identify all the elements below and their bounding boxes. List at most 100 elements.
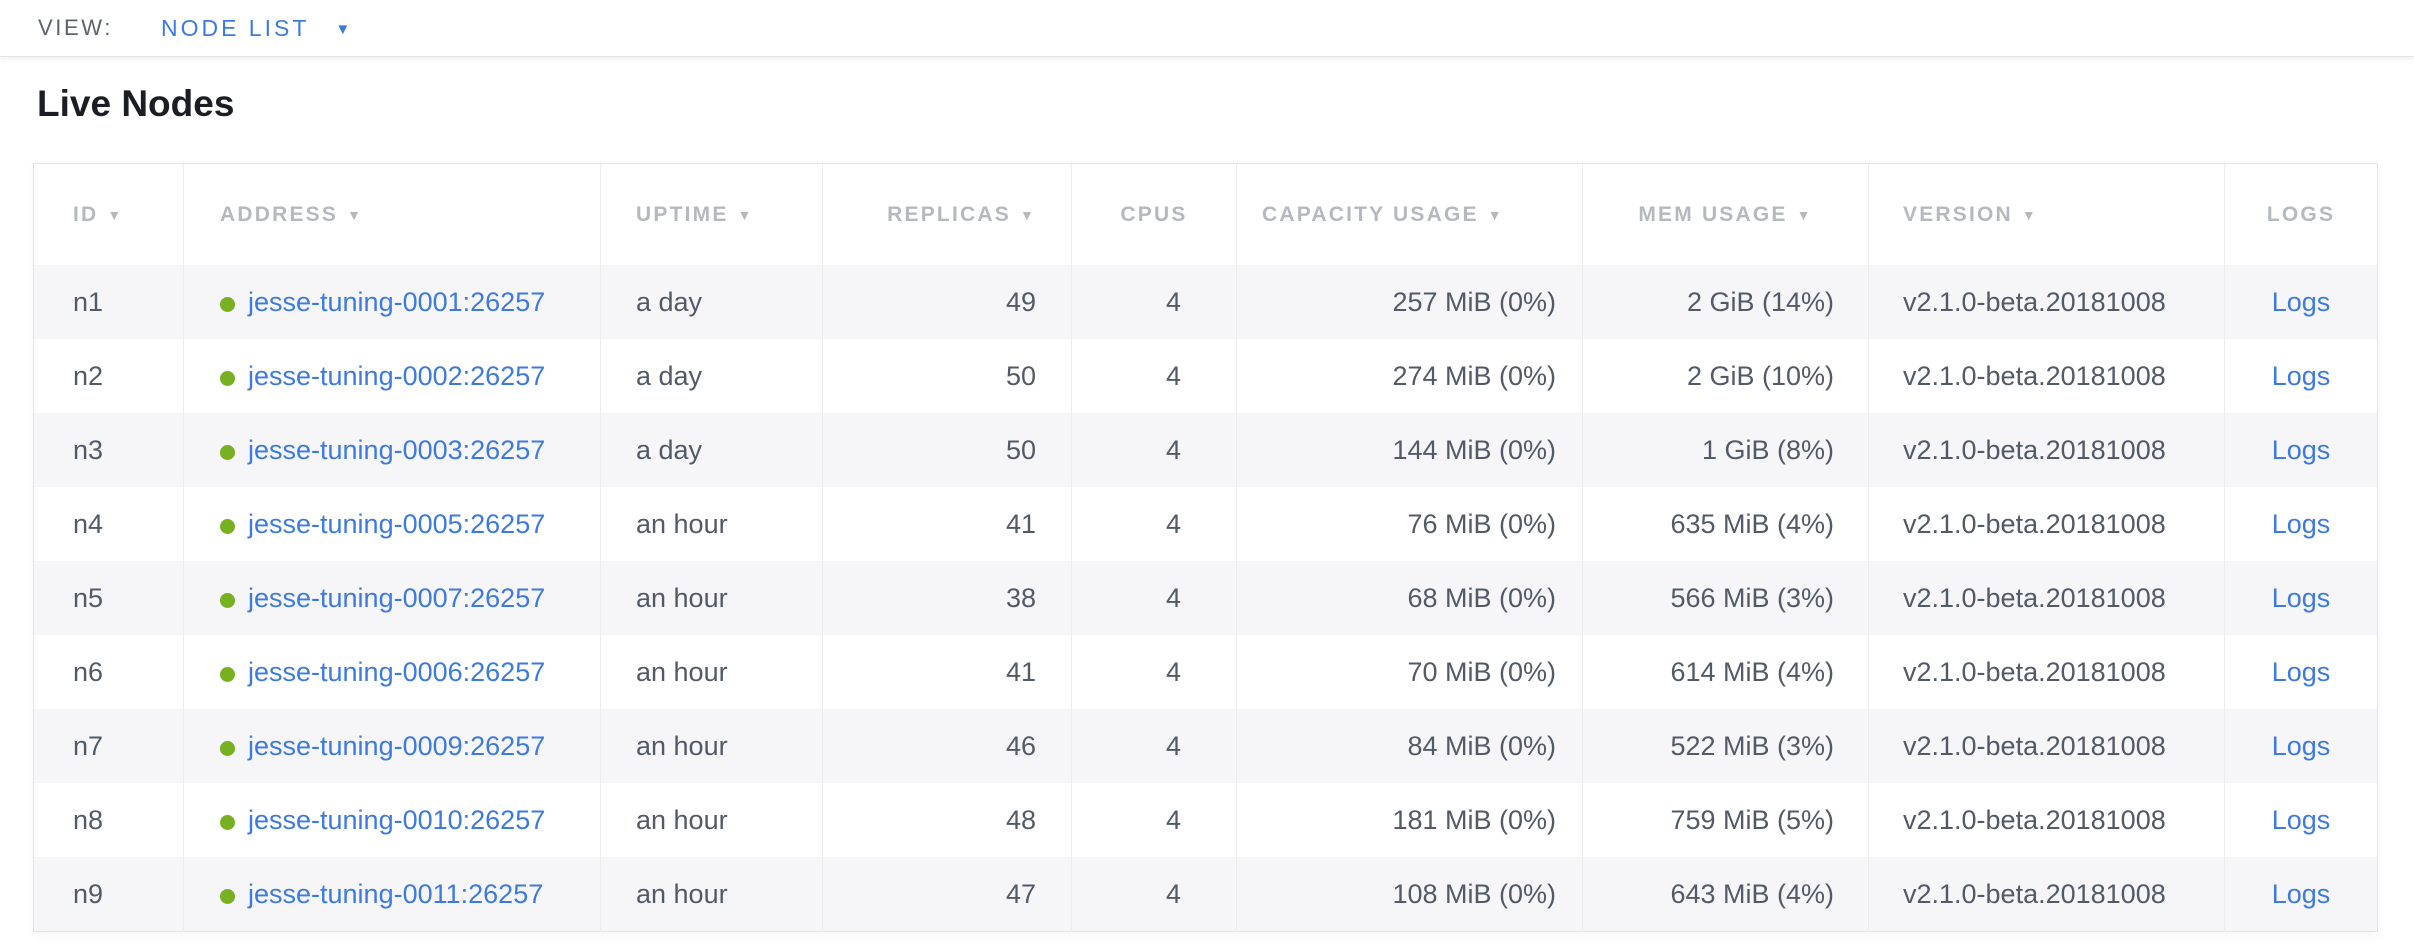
node-address-link[interactable]: jesse-tuning-0001:26257 [248,286,546,317]
node-live-status-icon [220,370,235,386]
column-label: ADDRESS [220,202,339,226]
cell-logs: Logs [2224,339,2378,413]
column-header-cpus: CPUS [1071,163,1237,265]
cell-uptime: an hour [600,857,823,932]
column-label: UPTIME [636,202,729,226]
node-live-status-icon [220,814,235,830]
page-title: Live Nodes [37,83,235,124]
cell-replicas: 50 [822,339,1072,413]
cell-replicas: 50 [822,413,1072,487]
cell-replicas: 49 [822,265,1072,339]
table-row: n7 jesse-tuning-0009:26257 an hour 46 4 84 Mi… [33,709,2378,783]
cell-cpus: 4 [1071,487,1237,561]
cell-uptime: a day [600,413,823,487]
cell-version: v2.1.0-beta.20181008 [1868,561,2225,635]
cell-address: jesse-tuning-0007:26257 [183,561,601,635]
sort-desc-icon: ▼ [1487,206,1504,223]
view-bar: VIEW: NODE LIST ▼ [0,0,2414,57]
cell-logs: Logs [2224,857,2378,932]
cell-logs: Logs [2224,709,2378,783]
cell-replicas: 48 [822,783,1072,857]
cell-id: n5 [33,561,184,635]
cell-capacity_usage: 257 MiB (0%) [1236,265,1583,339]
cell-mem_usage: 643 MiB (4%) [1582,857,1869,932]
cell-capacity_usage: 181 MiB (0%) [1236,783,1583,857]
column-header-replicas[interactable]: REPLICAS ▼ [822,163,1072,265]
logs-link[interactable]: Logs [2271,434,2331,465]
column-header-capacity_usage[interactable]: CAPACITY USAGE ▼ [1236,163,1583,265]
node-live-status-icon [220,296,235,312]
cell-replicas: 46 [822,709,1072,783]
column-header-id[interactable]: ID ▼ [33,163,184,265]
sort-desc-icon: ▼ [1796,206,1813,223]
cell-capacity_usage: 70 MiB (0%) [1236,635,1583,709]
cell-mem_usage: 566 MiB (3%) [1582,561,1869,635]
table-row: n6 jesse-tuning-0006:26257 an hour 41 4 70 Mi… [34,635,2378,709]
cell-mem_usage: 759 MiB (5%) [1582,783,1869,857]
cell-version: v2.1.0-beta.20181008 [1868,857,2225,932]
logs-link[interactable]: Logs [2271,286,2331,317]
node-address-link[interactable]: jesse-tuning-0009:26257 [248,730,546,761]
cell-address: jesse-tuning-0009:26257 [183,709,601,783]
column-header-uptime[interactable]: UPTIME ▼ [600,163,823,265]
cell-capacity_usage: 108 MiB (0%) [1236,857,1583,932]
table-header-row: ID ▼ ADDRESS ▼ UPTIME ▼ REPLICAS ▼ CPUS CAPACITY … [33,163,2378,265]
node-address-link[interactable]: jesse-tuning-0006:26257 [248,656,546,687]
logs-link[interactable]: Logs [2271,360,2331,391]
table-row: n5 jesse-tuning-0007:26257 an hour 38 4 68 Mi… [33,561,2378,635]
logs-link[interactable]: Logs [2271,878,2331,909]
cell-address: jesse-tuning-0011:26257 [183,857,601,932]
sort-desc-icon: ▼ [737,206,754,223]
node-live-status-icon [220,666,235,682]
cell-logs: Logs [2224,487,2378,561]
table-row: n2 jesse-tuning-0002:26257 a day 50 4 274 MiB… [34,339,2378,413]
view-selector-dropdown[interactable]: NODE LIST ▼ [161,15,353,42]
logs-link[interactable]: Logs [2271,730,2331,761]
cell-uptime: an hour [600,487,823,561]
node-live-status-icon [220,518,235,534]
node-live-status-icon [220,592,235,608]
column-header-logs: LOGS [2224,163,2378,265]
cell-id: n6 [73,656,104,687]
cell-capacity_usage: 76 MiB (0%) [1236,487,1583,561]
node-address-link[interactable]: jesse-tuning-0011:26257 [248,878,544,909]
logs-link[interactable]: Logs [2271,656,2331,687]
cell-capacity_usage: 274 MiB (0%) [1236,339,1583,413]
cell-version: v2.1.0-beta.20181008 [1868,265,2225,339]
cell-version: v2.1.0-beta.20181008 [1868,413,2225,487]
cell-cpus: 4 [1071,783,1237,857]
cell-version: v2.1.0-beta.20181008 [1868,635,2225,709]
cell-replicas: 41 [822,487,1072,561]
cell-uptime: a day [600,265,823,339]
sort-desc-icon: ▼ [1019,206,1036,223]
cell-id: n2 [73,360,104,391]
node-live-status-icon [220,444,235,460]
cell-uptime: an hour [600,709,823,783]
node-address-link[interactable]: jesse-tuning-0010:26257 [248,804,546,835]
cell-mem_usage: 1 GiB (8%) [1582,413,1869,487]
column-label: MEM USAGE [1638,202,1788,226]
column-header-address[interactable]: ADDRESS ▼ [183,163,601,265]
node-address-link[interactable]: jesse-tuning-0007:26257 [248,582,546,613]
sort-desc-icon: ▼ [2021,206,2038,223]
cell-cpus: 4 [1071,857,1237,932]
cell-uptime: a day [600,339,823,413]
node-address-link[interactable]: jesse-tuning-0003:26257 [248,434,546,465]
logs-link[interactable]: Logs [2271,508,2331,539]
cell-id: n7 [33,709,184,783]
cell-capacity_usage: 68 MiB (0%) [1236,561,1583,635]
column-header-version[interactable]: VERSION ▼ [1868,163,2225,265]
cell-mem_usage: 522 MiB (3%) [1582,709,1869,783]
logs-link[interactable]: Logs [2271,582,2331,613]
sort-desc-icon: ▼ [347,206,364,223]
node-address-link[interactable]: jesse-tuning-0005:26257 [248,508,546,539]
node-address-link[interactable]: jesse-tuning-0002:26257 [248,360,546,391]
cell-version: v2.1.0-beta.20181008 [1868,487,2225,561]
column-header-mem_usage[interactable]: MEM USAGE ▼ [1582,163,1869,265]
cell-address: jesse-tuning-0006:26257 [183,635,601,709]
cell-logs: Logs [2224,413,2378,487]
column-label: CAPACITY USAGE [1262,202,1479,226]
logs-link[interactable]: Logs [2271,804,2331,835]
cell-cpus: 4 [1071,339,1237,413]
table-row: n8 jesse-tuning-0010:26257 an hour 48 4 181 M… [34,783,2378,857]
